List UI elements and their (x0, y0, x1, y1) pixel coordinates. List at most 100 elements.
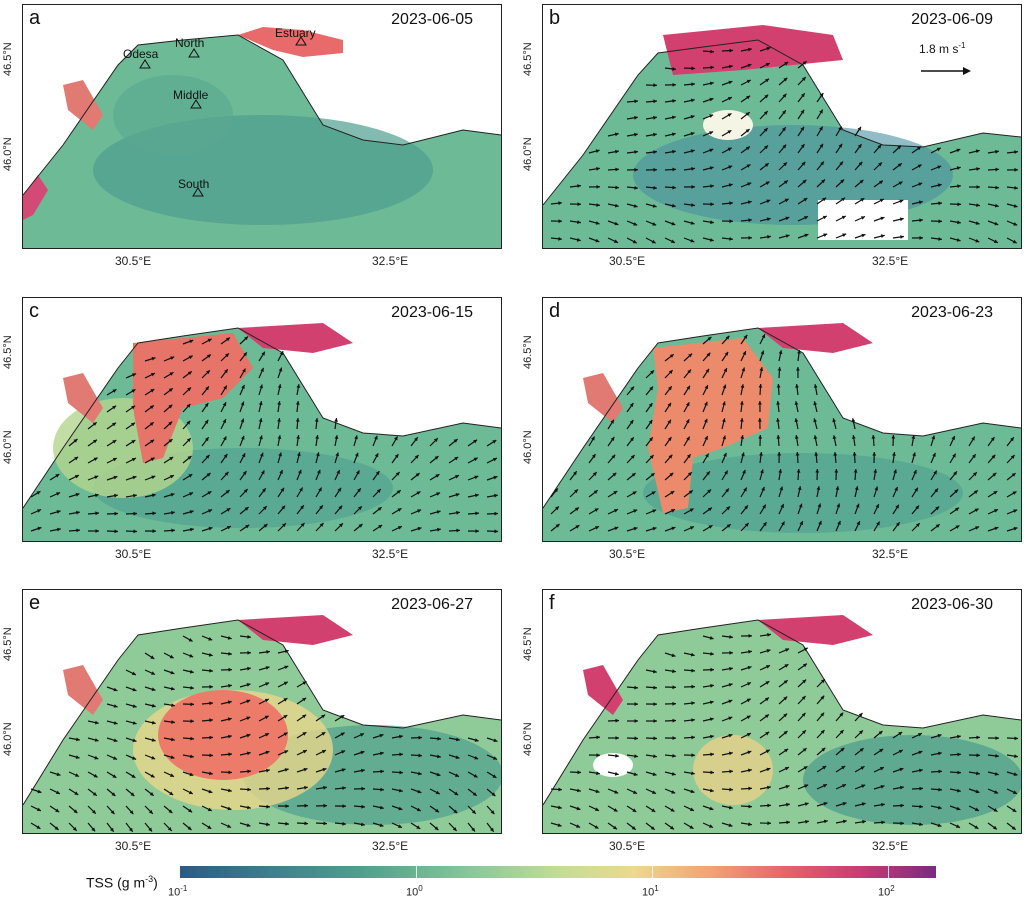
current-vectors (550, 633, 1019, 831)
current-vector-head (207, 825, 212, 829)
current-vector-head (493, 738, 498, 743)
current-vector-head (613, 808, 618, 812)
current-vector-head (783, 162, 787, 167)
current-vector-head (629, 403, 634, 407)
current-vector-head (973, 490, 978, 495)
current-vector-head (956, 806, 961, 811)
current-vector-head (379, 751, 384, 756)
current-vector-head (834, 469, 839, 473)
current-vector-head (729, 650, 733, 655)
current-vector-head (595, 526, 599, 530)
current-vector-head (975, 149, 980, 154)
current-vector-head (280, 487, 284, 492)
current-vector-head (379, 733, 384, 738)
colorbar-title-text: TSS (g m (86, 874, 146, 891)
current-vector-head (227, 717, 232, 722)
current-vector-head (266, 786, 270, 791)
current-vector-head (132, 704, 137, 708)
current-vector-head (92, 809, 96, 814)
current-vector-head (394, 454, 399, 458)
current-vector-head (132, 756, 137, 760)
current-vector-head (630, 437, 634, 442)
current-vector-head (277, 401, 281, 405)
current-vector-head (729, 201, 733, 206)
current-vector-head (672, 718, 676, 723)
current-vector-head (205, 437, 209, 442)
current-vector-head (555, 524, 560, 528)
panel-letter: d (549, 300, 561, 322)
map-area: e 2023-06-27 (22, 589, 502, 834)
current-vector-head (710, 684, 714, 688)
current-vector-head (228, 667, 232, 672)
current-vector-head (796, 469, 801, 473)
current-vector-head (55, 474, 60, 478)
current-vector-head (761, 334, 766, 339)
current-vector-head (852, 452, 857, 456)
colorbar-label-exponent: 0 (418, 884, 423, 893)
current-vector-head (804, 784, 809, 788)
current-vector-head (1010, 437, 1014, 442)
current-vector-head (132, 738, 137, 743)
current-vector-head (110, 827, 114, 832)
current-vector-head (436, 510, 441, 514)
current-vector-head (152, 529, 156, 533)
current-vector-head (491, 792, 496, 797)
y-tick-label: 46.5°N (2, 335, 14, 369)
current-vector-head (653, 702, 657, 706)
current-vector-head (670, 825, 674, 830)
current-vector-head (574, 489, 578, 494)
current-vector-head (189, 492, 194, 496)
current-vector-head (777, 367, 782, 371)
current-vector-head (56, 492, 61, 496)
current-vector-head (284, 649, 289, 654)
current-vector-head (842, 233, 847, 237)
current-vector-head (112, 440, 117, 444)
current-vector-head (653, 736, 657, 741)
current-vector-head (95, 511, 99, 516)
current-vector-head (299, 487, 303, 492)
current-vector-head (334, 435, 339, 439)
current-vector-head (259, 452, 264, 457)
current-vector-head (633, 509, 638, 513)
current-vector-head (823, 233, 828, 237)
panel-date: 2023-06-15 (391, 304, 473, 321)
current-vector-head (577, 184, 581, 188)
current-vector-head (131, 422, 135, 427)
current-vector-head (957, 202, 961, 207)
tss-map (543, 590, 1021, 833)
colorbar-label-base: 10 (878, 886, 891, 899)
tss-map (23, 5, 501, 248)
current-vector-head (206, 473, 211, 477)
current-vector-head (710, 667, 714, 672)
current-vector-head (558, 219, 562, 224)
current-vector-head (279, 351, 284, 356)
current-vector-head (802, 748, 807, 752)
current-vector-head (113, 721, 118, 725)
current-vector-head (857, 126, 861, 131)
current-vector-head (837, 520, 841, 525)
current-vector-head (282, 523, 286, 528)
current-vector-head (338, 505, 343, 510)
current-vector-head (672, 736, 676, 740)
current-vector-head (319, 505, 323, 510)
current-vector-head (937, 805, 942, 810)
current-vector-head (340, 732, 345, 736)
current-vector-head (895, 504, 899, 509)
current-vector-head (208, 509, 213, 513)
current-vector-head (803, 766, 808, 770)
current-vector-head (452, 827, 457, 831)
current-vector-head (951, 436, 955, 440)
current-vector-head (634, 185, 638, 190)
current-vector-head (746, 79, 751, 84)
current-vector-head (112, 422, 116, 427)
current-vector-head (709, 238, 714, 242)
current-vector-head (227, 806, 232, 811)
current-vector-head (92, 792, 97, 796)
current-vector-head (169, 457, 174, 461)
current-vector-head (417, 526, 422, 531)
current-vector-head (437, 754, 441, 759)
current-vector-head (94, 738, 99, 742)
current-vector-head (167, 827, 172, 831)
current-vector-head (900, 235, 904, 239)
current-vector-head (614, 509, 618, 513)
